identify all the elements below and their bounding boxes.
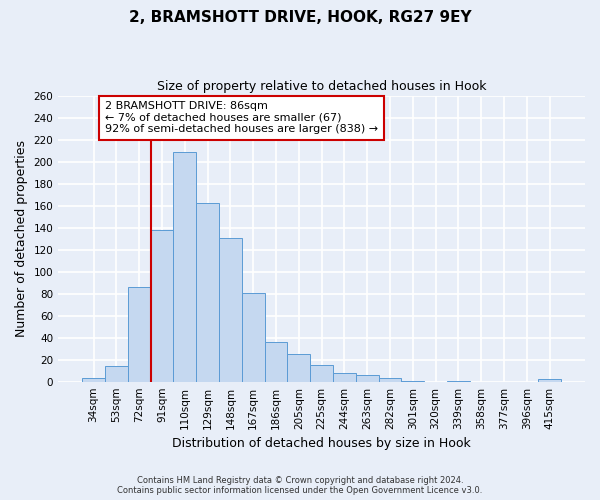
Bar [242, 292, 265, 382]
Bar [447, 380, 470, 382]
Bar [82, 378, 105, 382]
Bar [401, 380, 424, 382]
Bar [173, 152, 196, 382]
Bar [151, 230, 173, 382]
Bar [105, 366, 128, 382]
Text: Contains HM Land Registry data © Crown copyright and database right 2024.
Contai: Contains HM Land Registry data © Crown c… [118, 476, 482, 495]
Text: 2, BRAMSHOTT DRIVE, HOOK, RG27 9EY: 2, BRAMSHOTT DRIVE, HOOK, RG27 9EY [128, 10, 472, 25]
Text: 2 BRAMSHOTT DRIVE: 86sqm
← 7% of detached houses are smaller (67)
92% of semi-de: 2 BRAMSHOTT DRIVE: 86sqm ← 7% of detache… [105, 101, 378, 134]
Bar [356, 375, 379, 382]
Bar [538, 380, 561, 382]
Bar [265, 342, 287, 382]
Bar [196, 204, 219, 382]
Bar [219, 238, 242, 382]
Y-axis label: Number of detached properties: Number of detached properties [15, 140, 28, 337]
Bar [333, 373, 356, 382]
Bar [379, 378, 401, 382]
Bar [287, 354, 310, 382]
X-axis label: Distribution of detached houses by size in Hook: Distribution of detached houses by size … [172, 437, 471, 450]
Bar [310, 365, 333, 382]
Bar [128, 287, 151, 382]
Title: Size of property relative to detached houses in Hook: Size of property relative to detached ho… [157, 80, 487, 93]
